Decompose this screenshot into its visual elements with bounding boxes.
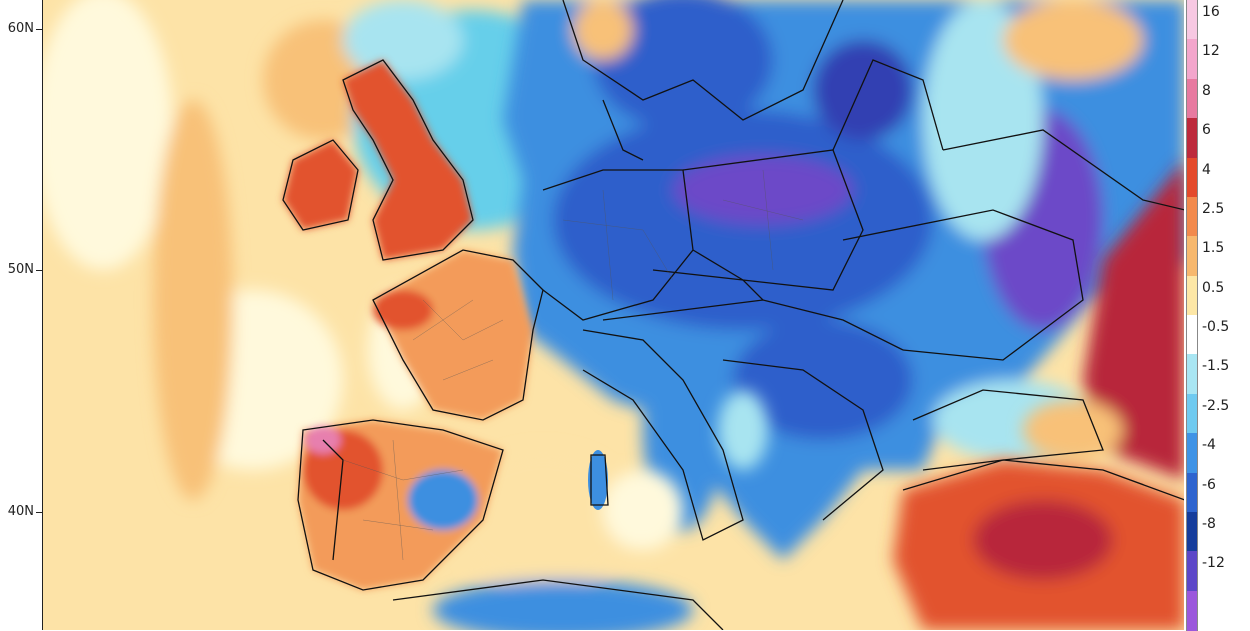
legend-label: 2.5 xyxy=(1202,200,1225,217)
black-sea-warm xyxy=(1023,400,1123,460)
ireland xyxy=(283,140,358,230)
legend-label: 4 xyxy=(1202,161,1211,178)
ocean-warm-band xyxy=(153,100,233,500)
color-legend: 16 12 8 6 4 2.5 1.5 0.5 -0.5 -1.5 -2.5 -4 -6 -8 -12 xyxy=(1184,0,1250,631)
border-scandinavia xyxy=(562,0,844,121)
poland-purple xyxy=(673,155,853,225)
border-ukraine xyxy=(842,209,1084,361)
legend-label: 12 xyxy=(1202,43,1220,60)
legend-label: 1.5 xyxy=(1202,240,1225,257)
border-poland xyxy=(682,149,864,291)
legend-label: -4 xyxy=(1202,437,1216,454)
legend-swatch xyxy=(1186,196,1198,237)
mediterranean-west xyxy=(453,450,633,590)
legend-swatch xyxy=(1186,433,1198,473)
legend-swatch xyxy=(1186,39,1198,80)
border-turkey xyxy=(902,459,1184,501)
border-france xyxy=(372,249,544,421)
legend-swatch xyxy=(1186,157,1198,198)
border-denmark xyxy=(602,99,644,161)
lat-tick-40n xyxy=(36,512,42,513)
north-africa-cold xyxy=(433,580,693,630)
legend-swatch xyxy=(1186,472,1198,513)
legend-swatch xyxy=(1186,0,1198,40)
lat-tick-60n xyxy=(36,29,42,30)
northeast-warm xyxy=(1003,0,1143,80)
great-britain xyxy=(343,60,473,260)
border-russia xyxy=(942,129,1184,211)
scand-warm-top xyxy=(573,0,633,60)
border-balkans xyxy=(722,359,884,521)
admin-borders-spain xyxy=(342,439,464,561)
border-sardinia xyxy=(590,454,609,506)
north-sea-light xyxy=(343,0,463,80)
legend-swatch xyxy=(1186,118,1198,158)
legend-swatch xyxy=(1186,551,1198,592)
lat-label-50n: 50N xyxy=(7,262,34,277)
border-ireland xyxy=(282,139,359,231)
admin-borders-germany xyxy=(562,189,674,301)
border-iberia xyxy=(297,419,504,591)
legend-label: 6 xyxy=(1202,122,1211,139)
legend-label: -0.5 xyxy=(1202,319,1230,335)
legend-swatch xyxy=(1186,236,1198,277)
turkey-dark xyxy=(973,500,1113,580)
border-black-sea xyxy=(912,389,1104,471)
legend-swatch xyxy=(1186,590,1198,631)
lat-tick-50n xyxy=(36,270,42,271)
legend-label: 0.5 xyxy=(1202,279,1225,296)
border-czechia xyxy=(652,269,764,301)
legend-label: -1.5 xyxy=(1202,358,1230,375)
lat-label-60n: 60N xyxy=(7,21,34,36)
mediterranean-white xyxy=(603,470,683,550)
border-italy xyxy=(582,329,744,541)
russia-warm xyxy=(1083,161,1184,480)
legend-label: -6 xyxy=(1202,476,1216,493)
legend-swatch xyxy=(1186,78,1198,119)
latitude-axis: 60N 50N 40N xyxy=(0,0,42,630)
legend-swatch xyxy=(1186,393,1198,434)
admin-borders-france xyxy=(412,299,504,381)
border-north-africa xyxy=(392,579,724,630)
legend-label: -2.5 xyxy=(1202,397,1230,414)
temperature-anomaly-map[interactable] xyxy=(42,0,1184,630)
legend-swatch xyxy=(1186,275,1198,316)
legend-swatch xyxy=(1186,315,1198,355)
spain-cold xyxy=(408,470,478,530)
border-austria-hungary xyxy=(602,299,904,351)
border-great-britain xyxy=(342,59,474,261)
legend-label: 16 xyxy=(1202,4,1220,20)
lat-label-40n: 40N xyxy=(7,504,34,519)
legend-label: 8 xyxy=(1202,82,1211,99)
brittany-hot xyxy=(373,290,433,330)
legend-label: -12 xyxy=(1202,555,1225,572)
baltic-purple xyxy=(813,40,913,140)
adriatic xyxy=(718,390,768,470)
legend-swatch xyxy=(1186,511,1198,552)
admin-borders-poland xyxy=(722,169,804,271)
balkans-cold xyxy=(733,320,913,440)
border-baltics xyxy=(832,59,944,151)
legend-label: -8 xyxy=(1202,515,1216,532)
ocean-white-band xyxy=(43,0,173,270)
legend-swatch xyxy=(1186,354,1198,395)
scandinavia-cold xyxy=(593,0,773,130)
sardinia xyxy=(588,450,608,510)
